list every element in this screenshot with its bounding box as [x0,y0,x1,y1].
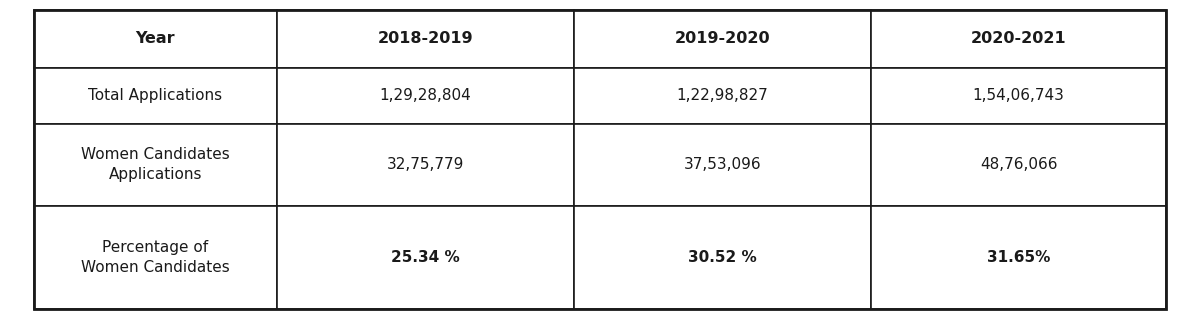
Text: 2019-2020: 2019-2020 [674,31,770,46]
Text: 1,54,06,743: 1,54,06,743 [973,88,1064,103]
Bar [574,10,871,68]
Text: Year: Year [136,31,175,46]
Bar [277,68,574,123]
Bar [871,68,1166,123]
Text: Percentage of
Women Candidates: Percentage of Women Candidates [82,240,229,275]
Bar [277,10,574,68]
Bar [277,206,574,309]
Text: 37,53,096: 37,53,096 [684,157,761,172]
Text: 31.65%: 31.65% [986,250,1050,265]
Bar [34,206,277,309]
Text: 48,76,066: 48,76,066 [980,157,1057,172]
Bar [871,10,1166,68]
Bar [34,10,277,68]
Text: 1,22,98,827: 1,22,98,827 [677,88,768,103]
Text: 2018-2019: 2018-2019 [378,31,473,46]
Bar [574,123,871,206]
Bar [34,68,277,123]
Text: Women Candidates
Applications: Women Candidates Applications [82,147,229,182]
Bar [871,206,1166,309]
Text: 32,75,779: 32,75,779 [386,157,464,172]
Text: 1,29,28,804: 1,29,28,804 [379,88,472,103]
Text: 2020-2021: 2020-2021 [971,31,1067,46]
Bar [871,123,1166,206]
Bar [34,123,277,206]
Bar [574,68,871,123]
Bar [277,123,574,206]
Bar [574,206,871,309]
Text: 25.34 %: 25.34 % [391,250,460,265]
Text: 30.52 %: 30.52 % [688,250,757,265]
Text: Total Applications: Total Applications [89,88,222,103]
